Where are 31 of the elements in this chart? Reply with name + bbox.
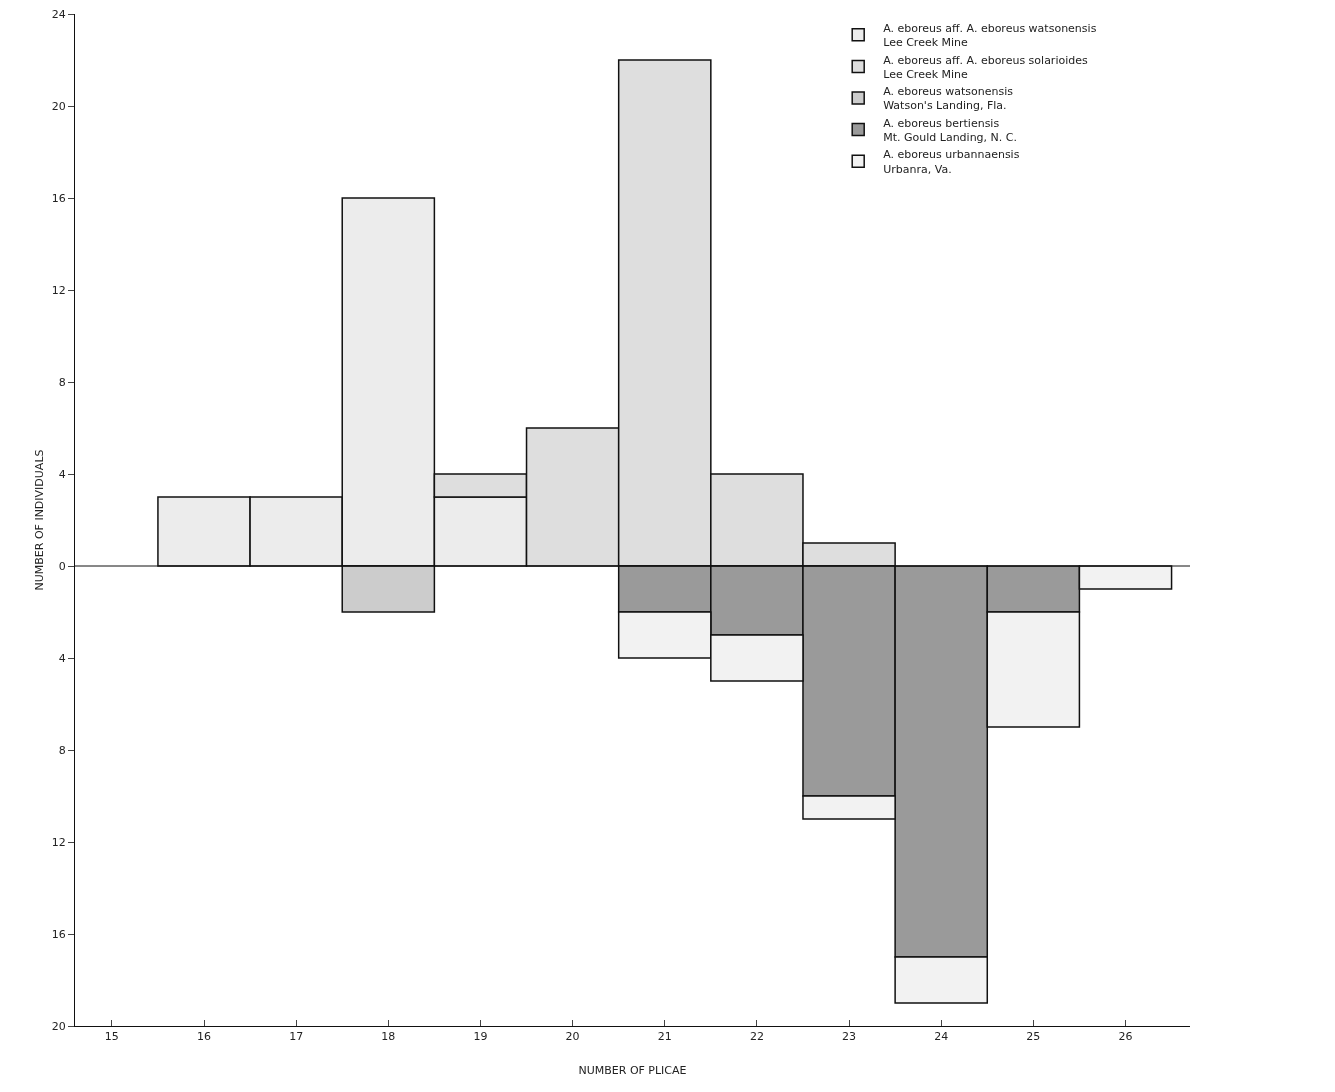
y-tick-label: 12: [51, 283, 66, 297]
legend-label: A. eboreus aff. A. eboreus watsonensis Lee Creek Mine: [883, 21, 1097, 50]
y-tick-label: 8: [58, 743, 66, 757]
x-tick-label: 18: [381, 1030, 396, 1044]
x-tick-label: 23: [842, 1030, 857, 1044]
legend-label: A. eboreus urbannaensis Urbanra, Va.: [883, 148, 1020, 176]
y-tick-label: 12: [51, 835, 66, 849]
legend-label: A. eboreus bertiensis Mt. Gould Landing, N. C.: [883, 116, 1017, 145]
y-tick-label: 0: [58, 559, 66, 573]
legend-label: A. eboreus aff. A. eboreus solarioides Lee Creek Mine: [883, 53, 1088, 81]
x-tick-label: 22: [749, 1030, 764, 1044]
x-axis-title: NUMBER OF PLICAE: [578, 1064, 687, 1078]
y-tick-label: 16: [51, 927, 66, 941]
y-tick-label: 20: [51, 99, 66, 113]
y-tick-label: 4: [58, 651, 66, 665]
x-tick-label: 26: [1118, 1030, 1133, 1044]
y-tick-label: 8: [58, 375, 66, 389]
x-tick-label: 16: [197, 1030, 212, 1044]
x-tick-label: 15: [104, 1030, 119, 1044]
x-tick-label: 19: [473, 1030, 488, 1044]
x-tick-label: 24: [934, 1030, 949, 1044]
x-tick-label: 17: [289, 1030, 304, 1044]
y-tick-label: 4: [58, 467, 66, 481]
y-tick-label: 20: [51, 1019, 66, 1033]
y-tick-label: 24: [51, 7, 66, 21]
y-axis-title: NUMBER OF INDIVIDUALS: [33, 449, 46, 591]
legend-label: A. eboreus watsonensis Watson's Landing, Fla.: [883, 85, 1014, 113]
x-tick-label: 21: [657, 1030, 672, 1044]
x-tick-label: 20: [565, 1030, 580, 1044]
y-tick-label: 16: [51, 191, 66, 205]
x-tick-label: 25: [1026, 1030, 1041, 1044]
